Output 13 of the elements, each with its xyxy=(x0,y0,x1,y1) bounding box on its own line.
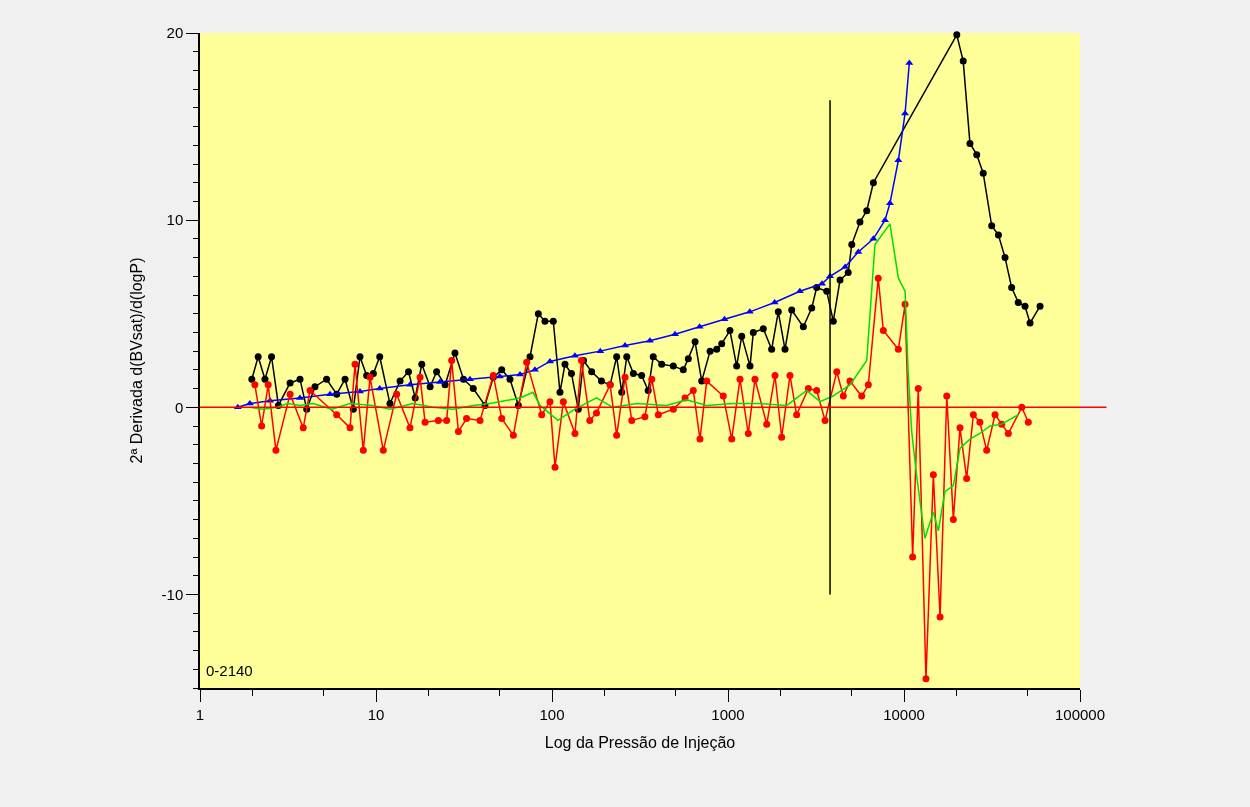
y-tick-label: 20 xyxy=(166,24,184,42)
x-tick-label: 100000 xyxy=(1054,705,1106,723)
x-tick-label: 1000 xyxy=(711,705,745,723)
y-tick-label: 10 xyxy=(166,211,184,229)
x-tick-label: 1 xyxy=(195,705,205,723)
x-tick-label: 10 xyxy=(367,705,385,723)
annotation: 0-2140 xyxy=(206,662,253,679)
y-tick-label: 0 xyxy=(174,398,184,416)
x-tick-label: 100 xyxy=(539,705,565,723)
x-axis-title: Log da Pressão de Injeção xyxy=(544,733,736,751)
x-tick-label: 10000 xyxy=(883,705,925,723)
y-tick-label: -10 xyxy=(161,585,184,603)
y-axis-title: 2ª Derivada d(BVsat)/d(logP) xyxy=(127,257,145,464)
